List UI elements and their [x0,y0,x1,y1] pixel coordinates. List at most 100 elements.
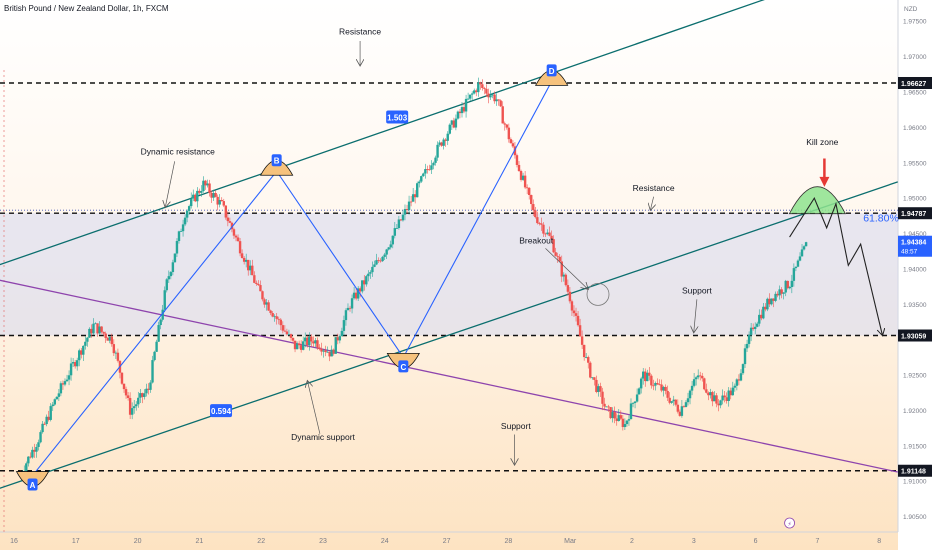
candle [729,387,732,400]
candle [141,392,144,404]
candle [210,190,213,203]
candle [580,330,584,350]
candle [747,331,751,348]
candle [92,318,95,335]
candle [705,383,708,394]
candle [67,370,71,386]
candle [475,88,478,97]
candle [257,280,260,286]
price-axis-tick: 1.91000 [903,479,927,486]
candle [106,336,109,341]
candle [668,392,671,405]
candle [582,344,586,361]
candle [116,348,120,363]
candle [265,298,268,311]
candle [731,381,734,396]
candle [491,92,494,99]
candle [672,395,675,406]
candle [525,184,529,195]
candle [481,79,484,91]
candle [692,373,696,388]
candle [694,375,698,386]
candle [216,194,219,211]
candle [59,381,63,397]
candle [238,238,242,257]
time-axis-tick: 28 [505,538,513,545]
time-axis-tick: 16 [10,538,18,545]
annotation-text: Resistance [633,183,675,193]
candle [770,298,773,306]
time-axis-tick: Mar [564,538,577,545]
candle [279,318,282,331]
candle [218,194,221,208]
candle [383,252,386,260]
candle [130,402,134,420]
candle [94,322,97,325]
candle [244,253,248,268]
candle [269,309,272,316]
candle [430,160,433,174]
candle [635,388,639,403]
candle [617,409,620,422]
candle [751,323,755,331]
candle [375,253,378,266]
current-price-value: 1.94384 [901,240,926,247]
candle [558,254,561,262]
candle [159,318,162,330]
range-zone [0,213,898,336]
candle [578,318,582,337]
candle [711,390,714,407]
candle [181,219,185,237]
candle [664,384,667,395]
candle [163,286,166,313]
candle [155,339,158,352]
candle [389,240,392,250]
candle [212,189,215,202]
candle [418,179,421,188]
candle [49,403,52,422]
candle [599,382,602,398]
candle [662,385,665,397]
candle [424,163,427,179]
ratio-badge [210,404,233,418]
candle [487,88,490,104]
candle [717,399,720,412]
candle [348,305,352,312]
candle [462,102,466,114]
candle [648,366,651,381]
candle [703,377,706,391]
candle [727,387,730,407]
candle [228,217,232,224]
candle [301,336,305,351]
candle [71,357,75,367]
candle [554,247,557,257]
candle [802,245,806,251]
candle [371,261,374,277]
candle [603,397,606,411]
kill-zone-arrow-head [819,176,830,187]
candle [432,161,435,170]
candle [175,238,179,258]
candle [456,110,460,120]
candle [253,271,256,284]
candle [460,102,464,118]
candle [796,259,800,268]
candle [413,190,417,204]
candle [147,383,150,395]
candle [735,378,739,391]
price-axis-tick: 1.92500 [903,373,927,380]
candle [505,123,508,130]
candle [100,326,103,334]
candle [51,402,54,411]
candle [611,407,614,423]
candle [709,388,712,399]
candle [527,187,531,200]
candle [183,214,187,227]
candle [749,323,753,342]
candle [222,198,225,208]
candle [194,193,197,203]
candle [342,315,346,336]
breakout-circle [586,282,610,306]
